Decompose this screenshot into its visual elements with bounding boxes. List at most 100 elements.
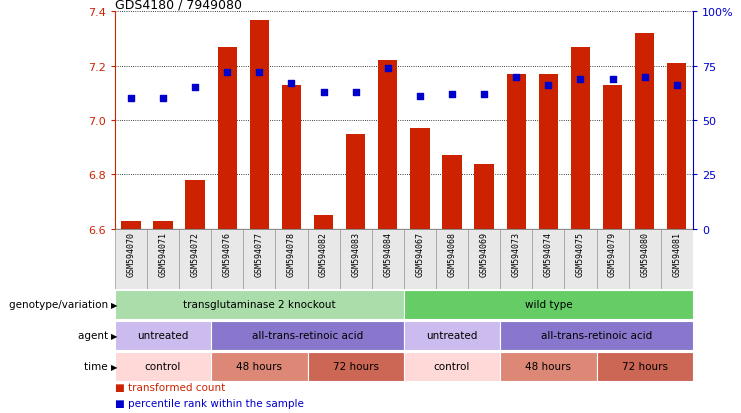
Text: GSM594076: GSM594076 (223, 232, 232, 276)
Text: GSM594081: GSM594081 (672, 232, 681, 276)
Bar (122, 221, 141, 229)
Bar (308, 229, 339, 289)
Text: ▶: ▶ (111, 300, 118, 309)
Bar (411, 129, 430, 229)
Bar (635, 34, 654, 229)
Bar (211, 229, 243, 289)
Point (574, 76, 586, 83)
Point (414, 94, 426, 100)
Point (285, 81, 297, 87)
Bar (378, 61, 397, 229)
Point (478, 92, 490, 98)
Text: ■ transformed count: ■ transformed count (115, 382, 225, 392)
Bar (276, 229, 308, 289)
Bar (372, 229, 404, 289)
Text: GSM594070: GSM594070 (127, 232, 136, 276)
Bar (404, 352, 500, 381)
Text: GSM594071: GSM594071 (159, 232, 167, 276)
Point (671, 83, 682, 90)
Text: 48 hours: 48 hours (525, 361, 571, 372)
Bar (179, 229, 211, 289)
Bar (115, 352, 211, 381)
Text: GSM594074: GSM594074 (544, 232, 553, 276)
Bar (628, 229, 661, 289)
Bar (250, 21, 269, 229)
Bar (597, 352, 693, 381)
Text: GSM594084: GSM594084 (383, 232, 392, 276)
Text: untreated: untreated (137, 330, 189, 341)
Point (222, 70, 233, 76)
Text: GSM594075: GSM594075 (576, 232, 585, 276)
Point (125, 96, 137, 102)
Point (511, 74, 522, 81)
Bar (404, 290, 693, 319)
Bar (532, 229, 565, 289)
Text: untreated: untreated (426, 330, 478, 341)
Bar (243, 229, 276, 289)
Bar (115, 321, 211, 350)
Text: GSM594079: GSM594079 (608, 232, 617, 276)
Point (639, 74, 651, 81)
Text: GSM594068: GSM594068 (448, 232, 456, 276)
Bar (211, 352, 308, 381)
Text: all-trans-retinoic acid: all-trans-retinoic acid (252, 330, 363, 341)
Point (189, 85, 201, 92)
Bar (468, 229, 500, 289)
Bar (346, 134, 365, 229)
Text: 48 hours: 48 hours (236, 361, 282, 372)
Text: ▶: ▶ (111, 331, 118, 340)
Text: wild type: wild type (525, 299, 572, 310)
Point (350, 89, 362, 96)
Point (253, 70, 265, 76)
Bar (539, 75, 558, 229)
Text: 72 hours: 72 hours (333, 361, 379, 372)
Text: GSM594067: GSM594067 (416, 232, 425, 276)
Point (157, 96, 169, 102)
Bar (667, 64, 686, 229)
Bar (661, 229, 693, 289)
Point (446, 92, 458, 98)
Bar (308, 352, 404, 381)
Point (382, 66, 393, 72)
Bar (500, 229, 532, 289)
Text: genotype/variation: genotype/variation (9, 299, 111, 310)
Bar (314, 216, 333, 229)
Text: ■ percentile rank within the sample: ■ percentile rank within the sample (115, 398, 304, 408)
Bar (565, 229, 597, 289)
Bar (115, 290, 404, 319)
Bar (500, 352, 597, 381)
Bar (436, 229, 468, 289)
Text: GSM594073: GSM594073 (512, 232, 521, 276)
Bar (115, 229, 147, 289)
Bar (500, 321, 693, 350)
Text: time: time (84, 361, 111, 372)
Bar (571, 47, 590, 229)
Bar (339, 229, 372, 289)
Text: GSM594083: GSM594083 (351, 232, 360, 276)
Bar (211, 321, 404, 350)
Text: agent: agent (78, 330, 111, 341)
Text: transglutaminase 2 knockout: transglutaminase 2 knockout (183, 299, 336, 310)
Text: GSM594072: GSM594072 (190, 232, 199, 276)
Text: GSM594082: GSM594082 (319, 232, 328, 276)
Bar (282, 85, 301, 229)
Text: ▶: ▶ (111, 362, 118, 371)
Bar (442, 156, 462, 229)
Point (318, 89, 330, 96)
Text: all-trans-retinoic acid: all-trans-retinoic acid (541, 330, 652, 341)
Text: GSM594078: GSM594078 (287, 232, 296, 276)
Bar (474, 164, 494, 229)
Bar (404, 321, 500, 350)
Point (607, 76, 619, 83)
Text: GDS4180 / 7949080: GDS4180 / 7949080 (115, 0, 242, 11)
Bar (404, 229, 436, 289)
Text: control: control (433, 361, 471, 372)
Bar (603, 85, 622, 229)
Bar (185, 180, 205, 229)
Bar (153, 221, 173, 229)
Bar (597, 229, 628, 289)
Text: GSM594080: GSM594080 (640, 232, 649, 276)
Text: GSM594069: GSM594069 (479, 232, 488, 276)
Text: GSM594077: GSM594077 (255, 232, 264, 276)
Bar (218, 47, 237, 229)
